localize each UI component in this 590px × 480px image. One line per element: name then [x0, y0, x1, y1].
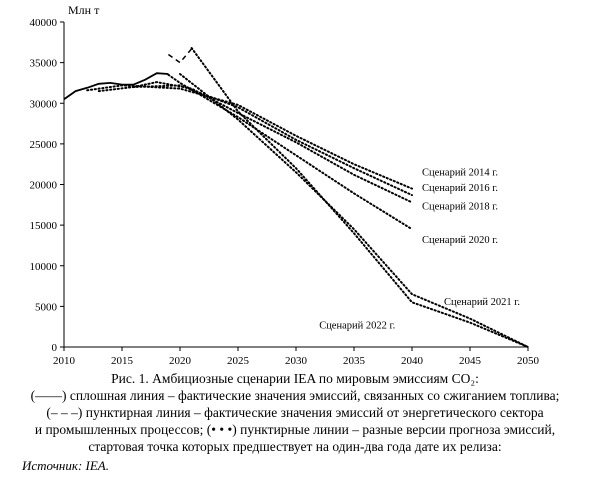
scenario-line-5: [190, 47, 529, 348]
y-tick-label: 20000: [30, 180, 58, 192]
x-tick-label: 2040: [401, 355, 424, 367]
x-tick-label: 2030: [285, 355, 308, 367]
y-tick-label: 35000: [30, 58, 58, 70]
y-tick-label: 10000: [30, 261, 58, 273]
caption-line-2: (——) сплошная линия – фактические значен…: [30, 388, 560, 403]
emissions-chart: 0 5000 10000 15000 20000 25000 30000 35000 40000…: [30, 3, 540, 367]
y-unit-label: Млн т: [68, 3, 100, 17]
caption-line-3: (– – –) пунктирная линия – фактические з…: [46, 405, 544, 420]
caption-line-4: и промышленных процессов; (• • •) пункти…: [34, 422, 556, 437]
x-tick-label: 2045: [459, 355, 482, 367]
scenario-label-1: Сценарий 2016 г.: [422, 183, 498, 194]
y-tick-label: 0: [52, 342, 58, 354]
y-tick-label: 15000: [30, 220, 58, 232]
y-tick-label: 5000: [35, 301, 58, 313]
scenario-label-4: Сценарий 2021 г.: [444, 297, 520, 308]
y-tick-label: 25000: [30, 139, 58, 151]
figure-caption: Рис. 1. Амбициозные сценарии IEA по миро…: [0, 370, 590, 455]
x-tick-label: 2015: [111, 355, 134, 367]
scenario-line-1: [97, 84, 413, 197]
actual-energy-industry-line: [167, 48, 193, 64]
scenario-label-5: Сценарий 2022 г.: [319, 320, 395, 331]
scenario-line-4: [179, 73, 529, 348]
scenario-line-2: [132, 81, 413, 204]
scenario-label-0: Сценарий 2014 г.: [422, 168, 498, 179]
scenario-label-3: Сценарий 2020 г.: [422, 235, 498, 246]
caption-line-1: Рис. 1. Амбициозные сценарии IEA по миро…: [111, 371, 479, 386]
chart-series: [63, 47, 529, 348]
y-axis-ticks: 0 5000 10000 15000 20000 25000 30000 35000 40000: [30, 17, 64, 354]
actual-combustion-line: [63, 72, 169, 100]
x-tick-label: 2035: [343, 355, 366, 367]
scenario-line-3: [167, 73, 413, 231]
y-tick-label: 40000: [30, 17, 58, 29]
x-axis-ticks: 2010 2015 2020 2025 2030 2035 2040 2045 2050: [53, 347, 540, 367]
x-tick-label: 2025: [227, 355, 250, 367]
x-tick-label: 2010: [53, 355, 76, 367]
caption-line-5: стартовая точка которых предшествует на …: [88, 439, 502, 454]
scenario-labels: Сценарий 2014 г. Сценарий 2016 г. Сценарий…: [319, 168, 520, 332]
y-tick-label: 30000: [30, 98, 58, 110]
scenario-label-2: Сценарий 2018 г.: [422, 201, 498, 212]
x-tick-label: 2050: [517, 355, 540, 367]
x-tick-label: 2020: [169, 355, 192, 367]
source-note: Источник: IEA.: [22, 458, 109, 473]
